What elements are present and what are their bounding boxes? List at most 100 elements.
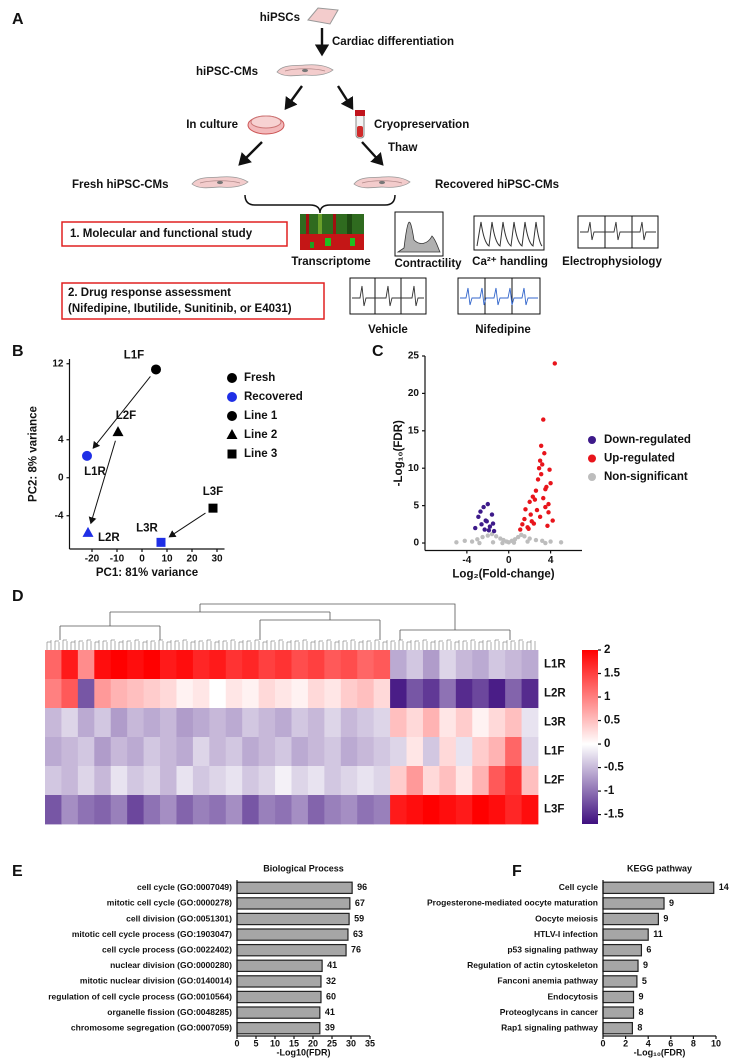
point [490,540,496,545]
heatmap-cell [324,650,342,680]
point [537,514,543,520]
count-label: 59 [354,913,364,923]
heatmap-cell [488,708,506,738]
heatmap-cell [45,679,62,709]
heatmap-cell [340,737,358,767]
heatmap-cell [373,766,391,796]
heatmap-cell [307,679,325,709]
heatmap-cell [192,766,210,796]
legend-label: Down-regulated [604,434,691,446]
count-label: 14 [719,882,729,892]
heatmap-cell [77,650,95,680]
point [480,534,485,540]
point [546,510,551,515]
legend-label: Non-significant [604,471,688,483]
point [534,507,540,513]
point [541,417,546,422]
heatmap-cell [209,795,227,825]
point [515,534,521,540]
heatmap-cell [390,650,407,680]
point [540,462,545,467]
transcriptome-icon [300,214,364,250]
heatmap-cell [472,679,490,709]
heatmap-cell [160,795,177,825]
count-label: 9 [669,898,674,908]
point [546,501,551,507]
point [552,361,557,366]
bar [602,1006,635,1019]
heatmap-cell [340,708,358,738]
heatmap-cell [242,737,260,767]
category-label: HTLV-I infection [534,929,598,939]
bar [236,1021,321,1035]
count-label: 8 [637,1023,642,1033]
heatmap-cell [488,795,506,825]
count-label: 32 [326,976,336,986]
colorbar [582,650,598,824]
heatmap-cell [176,795,194,825]
category-label: Proteoglycans in cancer [500,1007,599,1017]
x-tick-label: 2 [623,1038,628,1048]
heatmap-cell [143,708,161,738]
heatmap-cell [160,679,177,709]
count-label: 41 [327,960,337,970]
tube-icon [357,126,363,137]
point [112,426,124,437]
x-tick-label: 4 [548,555,554,566]
point [478,509,483,514]
y-tick-label: 0 [58,472,64,483]
category-label: regulation of cell cycle process (GO:001… [48,991,232,1001]
heatmap-cell [505,795,522,825]
legend-label: Up-regulated [604,453,675,465]
arrow [336,85,354,111]
heatmap-cell [160,708,177,738]
colorbar-label: -0.5 [604,762,624,774]
heatmap-cell [225,650,243,680]
arrow [361,141,384,166]
point [491,528,497,534]
point-label: L3R [136,522,158,534]
bar [602,881,715,895]
point [527,499,532,505]
chart-title: Biological Process [263,863,344,873]
count-label: 41 [325,1007,335,1017]
heatmap-cell [455,679,473,709]
heatmap-cell [406,737,424,767]
label: Transcriptome [291,256,370,268]
row-label: L1R [544,659,566,671]
electrophysiology-icon [577,215,659,249]
y-tick-label: -4 [55,510,64,521]
heatmap-cell [176,737,194,767]
point [543,540,548,546]
heatmap-cell [242,766,260,796]
row-label: L3R [544,717,566,729]
heatmap-cell [373,679,391,709]
vehicle-trace [349,277,427,315]
legend-label: Line 3 [244,448,277,460]
heatmap-cell [307,766,325,796]
x-tick-label: 6 [668,1038,673,1048]
point [511,540,517,545]
heatmap-cell [209,737,227,767]
heatmap-cell [275,737,292,767]
category-label: p53 signaling pathway [507,944,598,954]
x-tick-label: 10 [161,554,173,565]
point [485,533,490,538]
x-tick-label: 0 [600,1038,605,1048]
category-label: chromosome segregation (GO:0007059) [71,1022,232,1032]
label: Cardiac differentiation [332,36,454,48]
heatmap-cell [77,737,95,767]
point [543,486,548,492]
legend-marker [227,411,237,421]
heatmap-cell [439,795,457,825]
heatmap-cell [521,708,539,738]
count-label: 76 [351,945,361,955]
count-label: 9 [663,913,668,923]
heatmap-cell [61,708,79,738]
cell-icon [276,64,334,77]
y-tick-label: 5 [413,500,419,511]
x-tick-label: 20 [308,1038,318,1048]
y-tick-label: 10 [408,463,420,474]
point [522,516,527,522]
